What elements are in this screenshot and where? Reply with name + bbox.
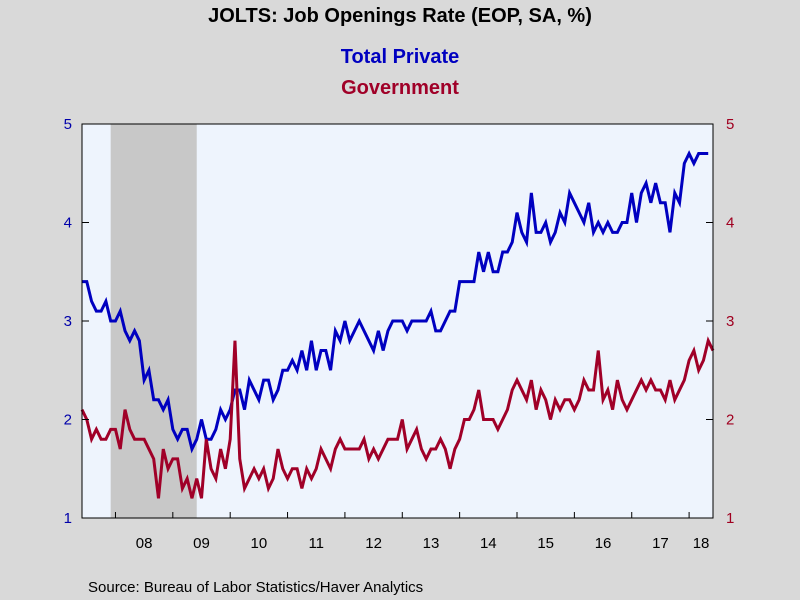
left-y-tick-label: 1: [64, 510, 72, 527]
legend-label-government: Government: [341, 77, 459, 99]
right-y-tick-label: 1: [726, 510, 734, 527]
x-tick-label: 11: [308, 535, 324, 552]
right-y-tick-label: 3: [726, 313, 734, 330]
legend-label-total-private: Total Private: [341, 46, 460, 68]
x-tick-label: 13: [423, 535, 440, 552]
x-tick-label: 12: [365, 535, 382, 552]
source-note: Source: Bureau of Labor Statistics/Haver…: [88, 579, 423, 596]
x-tick-label: 08: [136, 535, 153, 552]
recession-shading: [110, 124, 197, 518]
series-line-total-private: [82, 150, 709, 454]
series-layer: [80, 150, 715, 499]
x-tick-label: 17: [652, 535, 669, 552]
right-y-tick-label: 4: [726, 215, 734, 232]
left-y-tick-label: 4: [64, 215, 72, 232]
right-y-tick-label: 5: [726, 116, 734, 133]
left-y-tick-label: 5: [64, 116, 72, 133]
x-tick-label: 09: [193, 535, 210, 552]
right-y-tick-label: 2: [726, 412, 734, 429]
x-axis: 08 09 10 11 12 13 14 15 16 17 18: [114, 512, 710, 552]
x-tick-label: 16: [595, 535, 612, 552]
x-tick-label: 15: [537, 535, 554, 552]
series-line-government: [80, 336, 715, 499]
x-tick-label: 18: [693, 535, 710, 552]
right-y-axis: 1 2 3 4 5: [706, 116, 734, 527]
left-y-axis: 1 2 3 4 5: [64, 116, 89, 527]
left-y-tick-label: 3: [64, 313, 72, 330]
x-tick-label: 10: [251, 535, 268, 552]
chart-title: JOLTS: Job Openings Rate (EOP, SA, %): [208, 5, 592, 27]
x-tick-label: 14: [480, 535, 497, 552]
left-y-tick-label: 2: [64, 412, 72, 429]
